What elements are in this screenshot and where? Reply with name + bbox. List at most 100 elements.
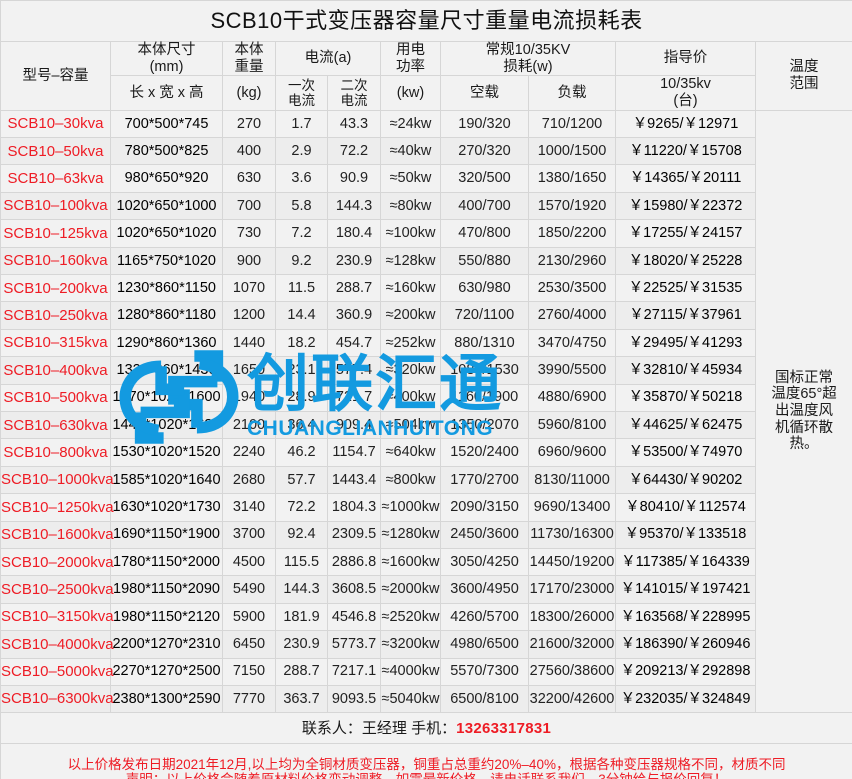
cell-current-primary: 2.9 xyxy=(275,137,328,166)
power-line1: 用电 xyxy=(396,42,425,58)
cell-current-primary: 57.7 xyxy=(275,465,328,495)
table-row[interactable]: SCB10–2000kva 1780*1150*2000 4500 115.5 2886… xyxy=(0,547,852,577)
cell-body-size: 700*500*745 xyxy=(110,109,223,139)
table-row[interactable]: SCB10–30kva 700*500*745 270 1.7 43.3 ≈24kw 190… xyxy=(0,109,852,714)
cell-current-primary: 92.4 xyxy=(275,520,328,549)
cell-power: ≈3200kw xyxy=(380,630,441,659)
table-row[interactable]: SCB10–63kva 980*650*920 630 3.6 90.9 ≈50kw 320… xyxy=(0,164,852,193)
cell-model: SCB10–160kva xyxy=(0,246,111,276)
cell-current-secondary: 90.9 xyxy=(327,164,381,193)
cell-loss-noload: 3050/4250 xyxy=(440,547,529,577)
cell-current-primary: 72.2 xyxy=(275,493,328,522)
cell-loss-noload: 4260/5700 xyxy=(440,602,529,632)
cell-power: ≈40kw xyxy=(380,137,441,166)
cell-body-weight: 7150 xyxy=(222,657,276,686)
table-row[interactable]: SCB10–5000kva 2270*1270*2500 7150 288.7 7217… xyxy=(0,657,852,686)
cell-price: ￥18020/￥25228 xyxy=(615,246,756,276)
cell-body-size: 1230*860*1150 xyxy=(110,274,223,303)
cell-loss-noload: 270/320 xyxy=(440,137,529,166)
cell-loss-noload: 1520/2400 xyxy=(440,438,529,467)
table-row[interactable]: SCB10–3150kva 1980*1150*2120 5900 181.9 4546… xyxy=(0,602,852,632)
cell-loss-load: 1850/2200 xyxy=(528,219,616,248)
col-header-power-sub: (kw) xyxy=(380,75,441,111)
cell-current-primary: 115.5 xyxy=(275,547,328,577)
cell-loss-load: 5960/8100 xyxy=(528,410,616,440)
table-row[interactable]: SCB10–315kva 1290*860*1360 1440 18.2 454.7 ≈2… xyxy=(0,328,852,358)
table-row[interactable]: SCB10–50kva 780*500*825 400 2.9 72.2 ≈40kw 270… xyxy=(0,137,852,166)
cell-loss-noload: 1770/2700 xyxy=(440,465,529,495)
body-size-line1: 本体尺寸 xyxy=(137,42,196,58)
cell-model: SCB10–100kva xyxy=(0,191,111,221)
cell-loss-load: 3470/4750 xyxy=(528,328,616,358)
cell-model: SCB10–1600kva xyxy=(0,520,114,549)
cell-body-weight: 2680 xyxy=(222,465,276,495)
cell-body-size: 2270*1270*2500 xyxy=(110,657,223,686)
table-row[interactable]: SCB10–1000kva 1585*1020*1640 2680 57.7 1443.… xyxy=(0,465,852,495)
cell-power: ≈80kw xyxy=(380,191,441,221)
cell-power: ≈24kw xyxy=(380,109,441,139)
cell-power: ≈1600kw xyxy=(380,547,441,577)
table-row[interactable]: SCB10–6300kva 2380*1300*2590 7770 363.7 9093… xyxy=(0,684,852,714)
table-row[interactable]: SCB10–1600kva 1690*1150*1900 3700 92.4 2309.… xyxy=(0,520,852,549)
cell-body-weight: 6450 xyxy=(222,630,276,659)
cell-body-weight: 1650 xyxy=(222,356,276,385)
table-row[interactable]: SCB10–500kva 1370*1020*1600 1940 28.9 721.7 ≈… xyxy=(0,383,852,412)
cell-body-weight: 5900 xyxy=(222,602,276,632)
cell-price: ￥35870/￥50218 xyxy=(615,383,756,412)
cell-body-size: 1280*860*1180 xyxy=(110,301,223,330)
cell-current-secondary: 1154.7 xyxy=(327,438,381,467)
col-header-body-size: 本体尺寸 (mm) xyxy=(110,40,223,77)
cell-body-weight: 1070 xyxy=(222,274,276,303)
table-row[interactable]: SCB10–200kva 1230*860*1150 1070 11.5 288.7 ≈1… xyxy=(0,274,852,303)
cell-body-weight: 630 xyxy=(222,164,276,193)
cell-price: ￥117385/￥164339 xyxy=(615,547,756,577)
table-row[interactable]: SCB10–800kva 1530*1020*1520 2240 46.2 1154.7… xyxy=(0,438,852,467)
cell-body-weight: 2100 xyxy=(222,410,276,440)
col-header-price-sub: 10/35kv (台) xyxy=(615,75,756,111)
cell-current-secondary: 72.2 xyxy=(327,137,381,166)
table-row[interactable]: SCB10–250kva 1280*860*1180 1200 14.4 360.9 ≈2… xyxy=(0,301,852,330)
cell-body-size: 1320*860*1430 xyxy=(110,356,223,385)
cell-body-size: 1530*1020*1520 xyxy=(110,438,223,467)
contact-label: 联系人：王经理 手机： xyxy=(301,719,457,737)
table-row[interactable]: SCB10–100kva 1020*650*1000 700 5.8 144.3 ≈80k… xyxy=(0,191,852,221)
cell-power: ≈640kw xyxy=(380,438,441,467)
cell-current-secondary: 1804.3 xyxy=(327,493,381,522)
cell-loss-noload: 2450/3600 xyxy=(440,520,529,549)
contact-phone[interactable]: 13263317831 xyxy=(456,719,552,737)
cell-model: SCB10–800kva xyxy=(0,438,111,467)
cell-price: ￥9265/￥12971 xyxy=(615,109,756,139)
cell-loss-load: 2760/4000 xyxy=(528,301,616,330)
cell-loss-noload: 880/1310 xyxy=(440,328,529,358)
note-line-2: 声明：以上价格会随着原材料价格变动调整，如需最新价格，请电话联系我们，3分钟给与… xyxy=(1,772,852,779)
table-row[interactable]: SCB10–160kva 1165*750*1020 900 9.2 230.9 ≈128… xyxy=(0,246,852,276)
cell-model: SCB10–500kva xyxy=(0,383,111,412)
cell-loss-noload: 1160/1900 xyxy=(440,383,529,412)
table-row[interactable]: SCB10–400kva 1320*860*1430 1650 23.1 577.4 ≈3… xyxy=(0,356,852,385)
table-row[interactable]: SCB10–4000kva 2200*1270*2310 6450 230.9 5773… xyxy=(0,630,852,659)
cell-current-primary: 46.2 xyxy=(275,438,328,467)
cell-price: ￥32810/￥45934 xyxy=(615,356,756,385)
table-row[interactable]: SCB10–2500kva 1980*1150*2090 5490 144.3 3608… xyxy=(0,575,852,604)
cell-power: ≈800kw xyxy=(380,465,441,495)
cell-current-primary: 9.2 xyxy=(275,246,328,276)
cell-model: SCB10–315kva xyxy=(0,328,111,358)
col-header-loss-noload: 空载 xyxy=(440,75,529,111)
cell-body-weight: 400 xyxy=(222,137,276,166)
cell-temperature-note: 国标正常温度65°超出温度风机循环散热。 xyxy=(754,109,852,714)
cell-current-secondary: 5773.7 xyxy=(327,630,381,659)
cell-body-weight: 700 xyxy=(222,191,276,221)
price-sub-line1: 10/35kv xyxy=(660,76,711,93)
cell-body-size: 1020*650*1000 xyxy=(110,191,223,221)
table-row[interactable]: SCB10–1250kva 1630*1020*1730 3140 72.2 1804.… xyxy=(0,493,852,522)
body-weight-line2: 重量 xyxy=(234,58,264,75)
cell-price: ￥44625/￥62475 xyxy=(615,410,756,440)
cell-body-size: 1020*650*1020 xyxy=(110,219,223,248)
cell-current-secondary: 721.7 xyxy=(327,383,381,412)
cell-body-weight: 730 xyxy=(222,219,276,248)
cell-price: ￥64430/￥90202 xyxy=(615,465,756,495)
table-row[interactable]: SCB10–125kva 1020*650*1020 730 7.2 180.4 ≈100… xyxy=(0,219,852,248)
table-row[interactable]: SCB10–630kva 1440*1020*1680 2100 36.4 909.4 ≈… xyxy=(0,410,852,440)
cell-current-secondary: 180.4 xyxy=(327,219,381,248)
